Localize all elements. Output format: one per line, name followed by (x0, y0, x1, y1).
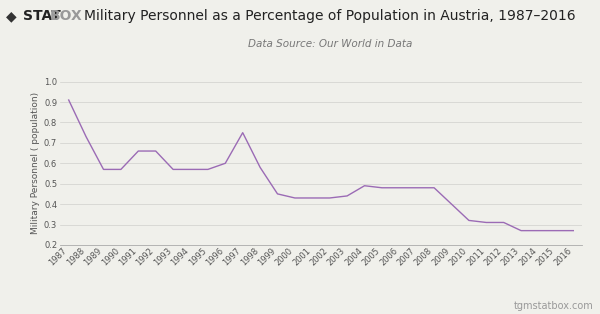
Text: ◆: ◆ (6, 9, 17, 24)
Y-axis label: Military Personnel ( population): Military Personnel ( population) (31, 92, 40, 234)
Text: Military Personnel as a Percentage of Population in Austria, 1987–2016: Military Personnel as a Percentage of Po… (84, 9, 576, 24)
Text: tgmstatbox.com: tgmstatbox.com (514, 301, 594, 311)
Text: STAT: STAT (23, 9, 61, 24)
Text: BOX: BOX (50, 9, 83, 24)
Text: Data Source: Our World in Data: Data Source: Our World in Data (248, 39, 412, 49)
